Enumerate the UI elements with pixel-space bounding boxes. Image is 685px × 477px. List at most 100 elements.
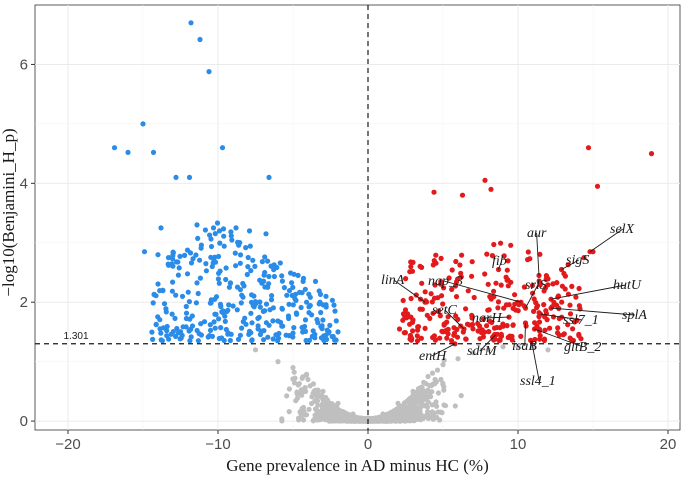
depleted-point [238,300,244,306]
nonsignificant-point [312,412,318,418]
depleted-point [239,325,245,331]
depleted-point [169,288,175,294]
depleted-point [278,319,284,325]
enriched-point [422,289,428,295]
nonsignificant-point [470,350,476,356]
nonsignificant-point [500,344,506,350]
depleted-point [207,232,213,238]
nonsignificant-point [312,406,319,412]
depleted-point [210,225,217,231]
depleted-point [215,276,221,282]
depleted-point [183,310,190,316]
depleted-point [270,318,276,324]
depleted-point [208,236,214,242]
nonsignificant-point [305,376,311,383]
enriched-point [648,151,655,157]
enriched-point [402,307,409,313]
depleted-point [213,311,219,317]
enriched-point [493,280,499,286]
depleted-point [245,264,251,270]
depleted-point [261,272,267,278]
depleted-point [188,20,194,26]
depleted-point [268,297,275,303]
enriched-point [491,288,497,294]
depleted-point [185,289,191,295]
y-tick-label: 2 [20,294,28,311]
enriched-point [442,321,448,327]
depleted-point [222,313,228,319]
depleted-point [258,328,265,334]
depleted-point [194,280,200,286]
depleted-point [218,325,224,331]
enriched-point [408,264,414,270]
enriched-point [465,288,471,294]
depleted-point [249,320,255,326]
depleted-point [235,336,242,342]
enriched-point [567,311,574,317]
leader-line [525,284,539,309]
enriched-point [594,183,601,189]
enriched-point [531,296,537,302]
gene-label: fib [492,254,507,269]
depleted-point [217,301,224,307]
nonsignificant-point [438,409,444,415]
gene-label: sigS [566,253,589,268]
depleted-point [290,284,296,290]
depleted-point [158,225,164,231]
depleted-point [227,337,233,344]
depleted-point [265,258,271,264]
depleted-point [286,315,292,322]
y-axis-title: −log10(Benjamini_H_p) [0,128,18,296]
enriched-point [475,321,481,327]
nonsignificant-point [286,386,292,392]
nonsignificant-point [309,394,315,400]
enriched-point [505,258,511,264]
enriched-point [459,192,466,198]
gene-label: nap_3 [428,274,463,289]
nonsignificant-point [375,416,381,423]
enriched-point [419,264,425,270]
depleted-point [300,278,306,284]
depleted-point [250,303,256,309]
depleted-point [212,231,218,237]
nonsignificant-point [298,413,305,419]
nonsignificant-point [389,417,395,423]
enriched-point [437,313,443,319]
depleted-point [194,327,200,334]
depleted-point [245,254,251,261]
depleted-point [237,240,243,246]
nonsignificant-point [440,362,446,368]
leader-line [540,313,583,321]
enriched-point [489,319,495,325]
depleted-point [262,254,268,260]
depleted-point [291,325,297,331]
nonsignificant-point [315,388,321,394]
enriched-point [537,282,543,288]
enriched-point [585,145,592,151]
enriched-point [409,336,415,342]
nonsignificant-point [426,390,432,396]
enriched-point [431,333,437,339]
nonsignificant-point [328,401,334,407]
enriched-point [445,331,451,337]
leader-line [498,260,503,270]
nonsignificant-point [434,367,441,373]
depleted-point [277,260,283,266]
enriched-point [469,259,475,265]
depleted-point [284,292,290,298]
depleted-point [223,326,229,333]
enriched-point [437,335,443,341]
depleted-point [275,335,282,341]
depleted-point [244,271,250,278]
depleted-point [293,297,299,303]
enriched-point [408,295,414,302]
depleted-point [237,252,244,258]
enriched-point [400,297,406,304]
enriched-point [454,326,460,333]
enriched-point [413,292,419,298]
depleted-point [188,260,195,266]
enriched-point [535,303,541,309]
depleted-point [216,335,222,342]
enriched-point [527,256,533,262]
